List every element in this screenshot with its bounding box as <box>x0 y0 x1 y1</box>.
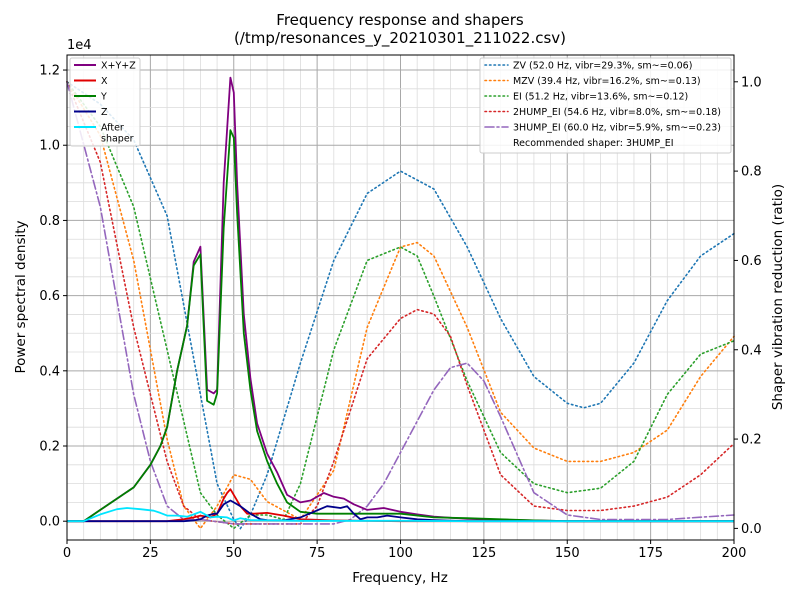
legend-shaper-label: MZV (39.4 Hz, vibr=16.2%, sm~=0.13) <box>513 76 701 87</box>
legend-shaper-label: 2HUMP_EI (54.6 Hz, vibr=8.0%, sm~=0.18) <box>513 107 721 118</box>
x-tick-label: 0 <box>63 546 71 561</box>
y2-tick-label: 0.0 <box>741 522 762 537</box>
x-tick-label: 25 <box>142 546 159 561</box>
y2-tick-label: 1.0 <box>741 75 762 90</box>
axis-ticks: 0 25 50 75 100 125 150 175 200 0.0 0.2 0.4 0.6 0.8 1.0… <box>39 64 761 561</box>
y-tick-label: 1.2 <box>39 64 60 79</box>
y-tick-label: 0.8 <box>39 214 60 229</box>
psd-line-2 <box>67 129 734 523</box>
legend-psd-label: Y <box>100 92 107 103</box>
legend-psd-label: X <box>101 76 108 87</box>
y2-tick-label: 0.4 <box>741 343 762 358</box>
y2-tick-label: 0.6 <box>741 254 762 269</box>
psd-line-4 <box>67 507 734 523</box>
chart-title: Frequency response and shapers <box>276 11 524 29</box>
x-tick-label: 175 <box>638 546 663 561</box>
legend-psd-label: After shaper <box>101 123 134 145</box>
chart-subtitle: (/tmp/resonances_y_20210301_211022.csv) <box>234 29 566 48</box>
y2-tick-label: 0.2 <box>741 433 762 448</box>
shaper-line-0 <box>66 81 735 530</box>
x-tick-label: 200 <box>722 546 747 561</box>
legend-shaper-label: EI (51.2 Hz, vibr=13.6%, sm~=0.12) <box>513 92 688 103</box>
y-tick-label: 1.0 <box>39 139 60 154</box>
legend-psd-label: X+Y+Z <box>101 61 136 72</box>
y-tick-label: 0.6 <box>39 289 60 304</box>
shaper-curves <box>66 81 735 530</box>
shaper-line-3 <box>66 81 735 525</box>
shaper-line-1 <box>66 81 735 530</box>
y-axis-label: Power spectral density <box>13 220 29 373</box>
psd-curves <box>67 76 734 523</box>
legend-psd-label: Z <box>101 107 108 118</box>
y-multiplier-label: 1e4 <box>67 38 92 53</box>
y-tick-label: 0.0 <box>39 515 60 530</box>
legend-psd: X+Y+Z XYZ After shaper <box>69 57 141 147</box>
recommended-shaper-text: Recommended shaper: 3HUMP_EI <box>513 138 674 149</box>
legend-shapers-box <box>479 57 732 154</box>
x-tick-label: 125 <box>471 546 496 561</box>
legend-shaper-label: 3HUMP_EI (60.0 Hz, vibr=5.9%, sm~=0.23) <box>513 123 721 134</box>
x-tick-label: 150 <box>555 546 580 561</box>
shaper-line-4 <box>66 81 735 525</box>
shaper-line-2 <box>66 81 735 530</box>
y-tick-label: 0.2 <box>39 440 60 455</box>
legend-shapers: ZV (52.0 Hz, vibr=29.3%, sm~=0.06) MZV (3… <box>479 57 732 154</box>
x-tick-label: 50 <box>225 546 242 561</box>
y-tick-label: 0.4 <box>39 364 60 379</box>
y2-tick-label: 0.8 <box>741 165 762 180</box>
x-axis-label: Frequency, Hz <box>352 570 448 586</box>
legend-shaper-label: ZV (52.0 Hz, vibr=29.3%, sm~=0.06) <box>513 61 692 72</box>
y2-axis-label: Shaper vibration reduction (ratio) <box>770 184 786 410</box>
x-tick-label: 100 <box>388 546 413 561</box>
x-tick-label: 75 <box>309 546 326 561</box>
